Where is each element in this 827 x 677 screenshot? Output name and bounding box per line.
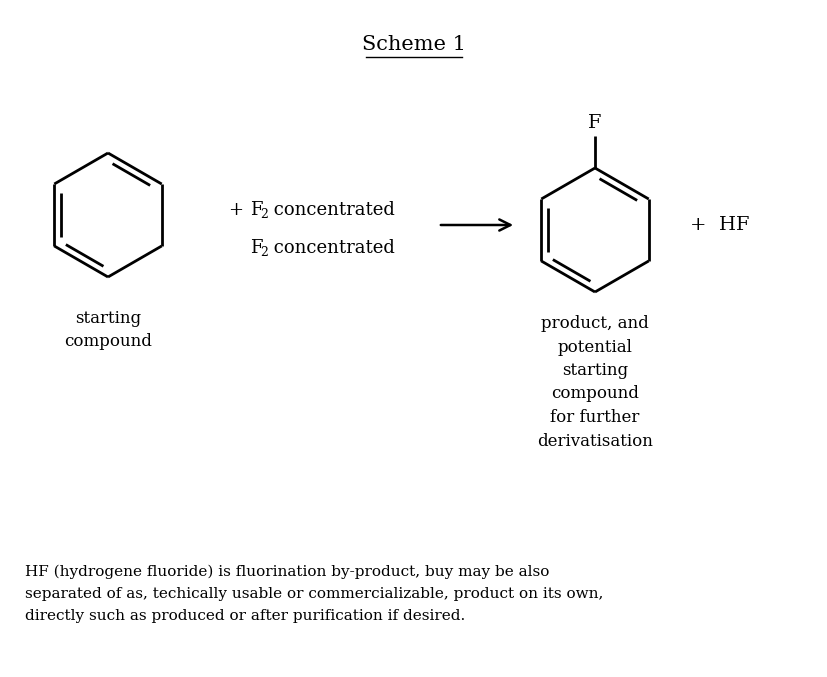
Text: concentrated: concentrated: [268, 239, 394, 257]
Text: HF (hydrogene fluoride) is fluorination by-product, buy may be also: HF (hydrogene fluoride) is fluorination …: [25, 565, 549, 580]
Text: 2: 2: [260, 246, 268, 259]
Text: +: +: [228, 201, 243, 219]
Text: directly such as produced or after purification if desired.: directly such as produced or after purif…: [25, 609, 466, 623]
Text: 2: 2: [260, 209, 268, 221]
Text: F: F: [250, 201, 262, 219]
Text: Scheme 1: Scheme 1: [362, 35, 466, 54]
Text: +  HF: + HF: [690, 216, 749, 234]
Text: F: F: [250, 239, 262, 257]
Text: starting
compound: starting compound: [64, 310, 152, 351]
Text: separated of as, techically usable or commercializable, product on its own,: separated of as, techically usable or co…: [25, 587, 604, 601]
Text: concentrated: concentrated: [268, 201, 394, 219]
Text: product, and
potential
starting
compound
for further
derivatisation: product, and potential starting compound…: [537, 315, 653, 450]
Text: F: F: [588, 114, 602, 132]
